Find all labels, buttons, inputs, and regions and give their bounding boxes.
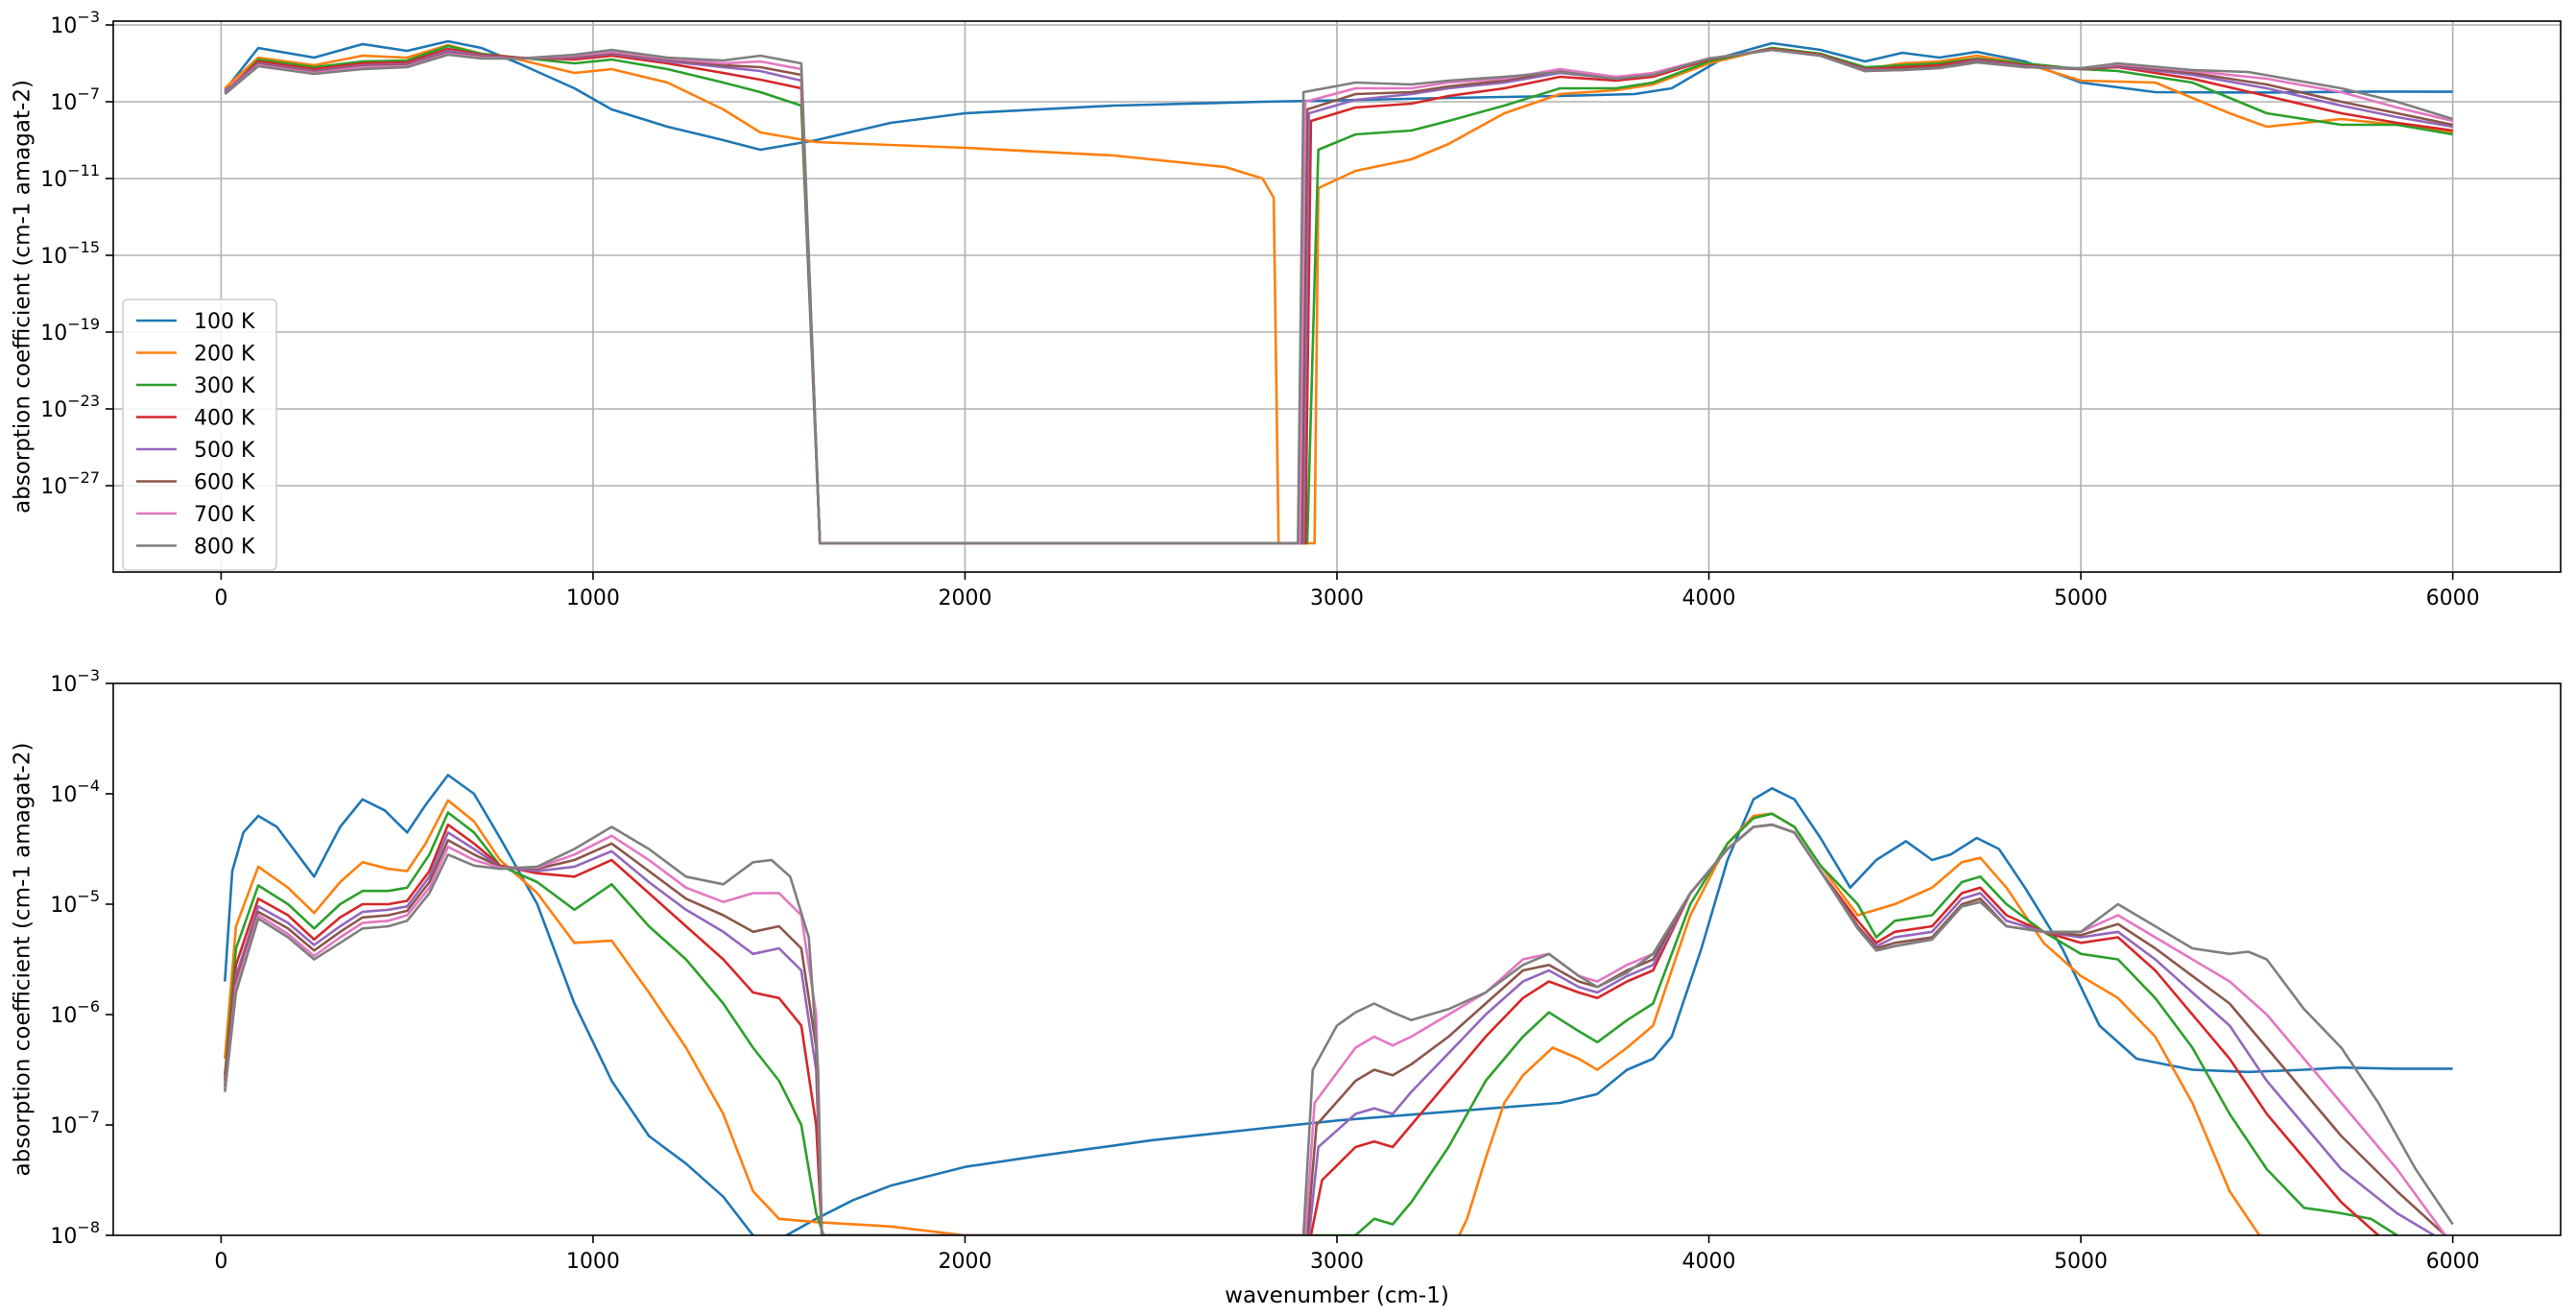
bottom-y-tick-label-6: 10−6 [50,997,100,1028]
top-y-tick-label-15: 10−15 [40,238,100,269]
top-x-tick-label-2000: 2000 [938,586,991,610]
top-series-line-800-k [224,48,2453,545]
top-legend-label-700-k: 700 K [194,503,255,527]
bottom-x-tick-label-0: 0 [214,1250,227,1274]
top-legend-label-400-k: 400 K [194,407,255,431]
bottom-y-tick-label-4: 10−4 [50,777,100,807]
bottom-x-tick-label-1000: 1000 [566,1250,620,1274]
top-legend-label-100-k: 100 K [194,310,255,334]
top-y-tick-label-27: 10−27 [40,468,100,499]
top-y-axis-label: absorption coefficient (cm-1 amagat-2) [11,80,36,514]
top-y-tick-label-19: 10−19 [40,315,100,346]
top-legend-label-800-k: 800 K [194,536,255,560]
bottom-x-tick-label-2000: 2000 [938,1250,991,1274]
top-y-tick-label-3: 10−3 [50,8,100,38]
bottom-y-axis-label: absorption coefficient (cm-1 amagat-2) [11,743,36,1177]
bottom-panel: 0 1000 2000 3000 4000 5000 6000 10−310−410−510… [11,666,2562,1308]
top-x-tick-label-6000: 6000 [2426,586,2480,610]
bottom-series-line-200-k [224,799,2261,1235]
bottom-x-ticks: 0 1000 2000 3000 4000 5000 6000 [214,1235,2480,1274]
bottom-y-tick-label-5: 10−5 [50,887,100,918]
top-x-tick-label-5000: 5000 [2054,586,2108,610]
top-legend-box [122,299,277,571]
top-y-tick-label-7: 10−7 [50,84,100,115]
bottom-series-lines [224,774,2454,1235]
bottom-series-line-300-k [224,811,2398,1235]
bottom-x-tick-label-6000: 6000 [2426,1250,2480,1274]
bottom-series-line-400-k [224,823,2379,1235]
bottom-y-tick-label-3: 10−3 [50,666,100,697]
top-x-tick-label-3000: 3000 [1310,586,1364,610]
top-y-tick-label-23: 10−23 [40,392,100,422]
bottom-y-ticks: 10−3 10−4 10−5 10−6 10−7 10−8 [50,666,113,1249]
top-grid [113,21,2561,572]
top-legend: 100 K 200 K 300 K 400 K 500 K 600 K 700 K 800 K [122,299,277,571]
top-y-ticks: 10−3 10−7 10−11 10−15 10−19 10−23 10−27 [40,8,113,499]
top-x-tick-label-0: 0 [214,586,227,610]
bottom-series-line-100-k [224,774,2453,1235]
top-series-lines [224,39,2453,545]
bottom-x-tick-label-5000: 5000 [2054,1250,2108,1274]
top-series-line-100-k [224,39,2453,152]
bottom-y-tick-label-7: 10−7 [50,1108,100,1138]
top-y-tick-label-11: 10−11 [40,161,100,192]
bottom-x-tick-label-3000: 3000 [1310,1250,1364,1274]
bottom-y-tick-label-8: 10−8 [50,1218,100,1249]
bottom-series-line-800-k [224,823,2454,1235]
top-legend-label-500-k: 500 K [194,439,255,463]
top-panel: 0 1000 2000 3000 4000 5000 6000 10−310−710−111… [11,8,2562,610]
bottom-x-axis-label: wavenumber (cm-1) [1225,1283,1449,1308]
top-x-ticks: 0 1000 2000 3000 4000 5000 6000 [214,572,2480,610]
top-legend-label-600-k: 600 K [194,471,255,495]
top-legend-label-300-k: 300 K [194,374,255,398]
top-x-tick-label-1000: 1000 [566,586,620,610]
bottom-x-tick-label-4000: 4000 [1682,1250,1736,1274]
top-legend-label-200-k: 200 K [194,343,255,367]
top-x-tick-label-4000: 4000 [1682,586,1736,610]
